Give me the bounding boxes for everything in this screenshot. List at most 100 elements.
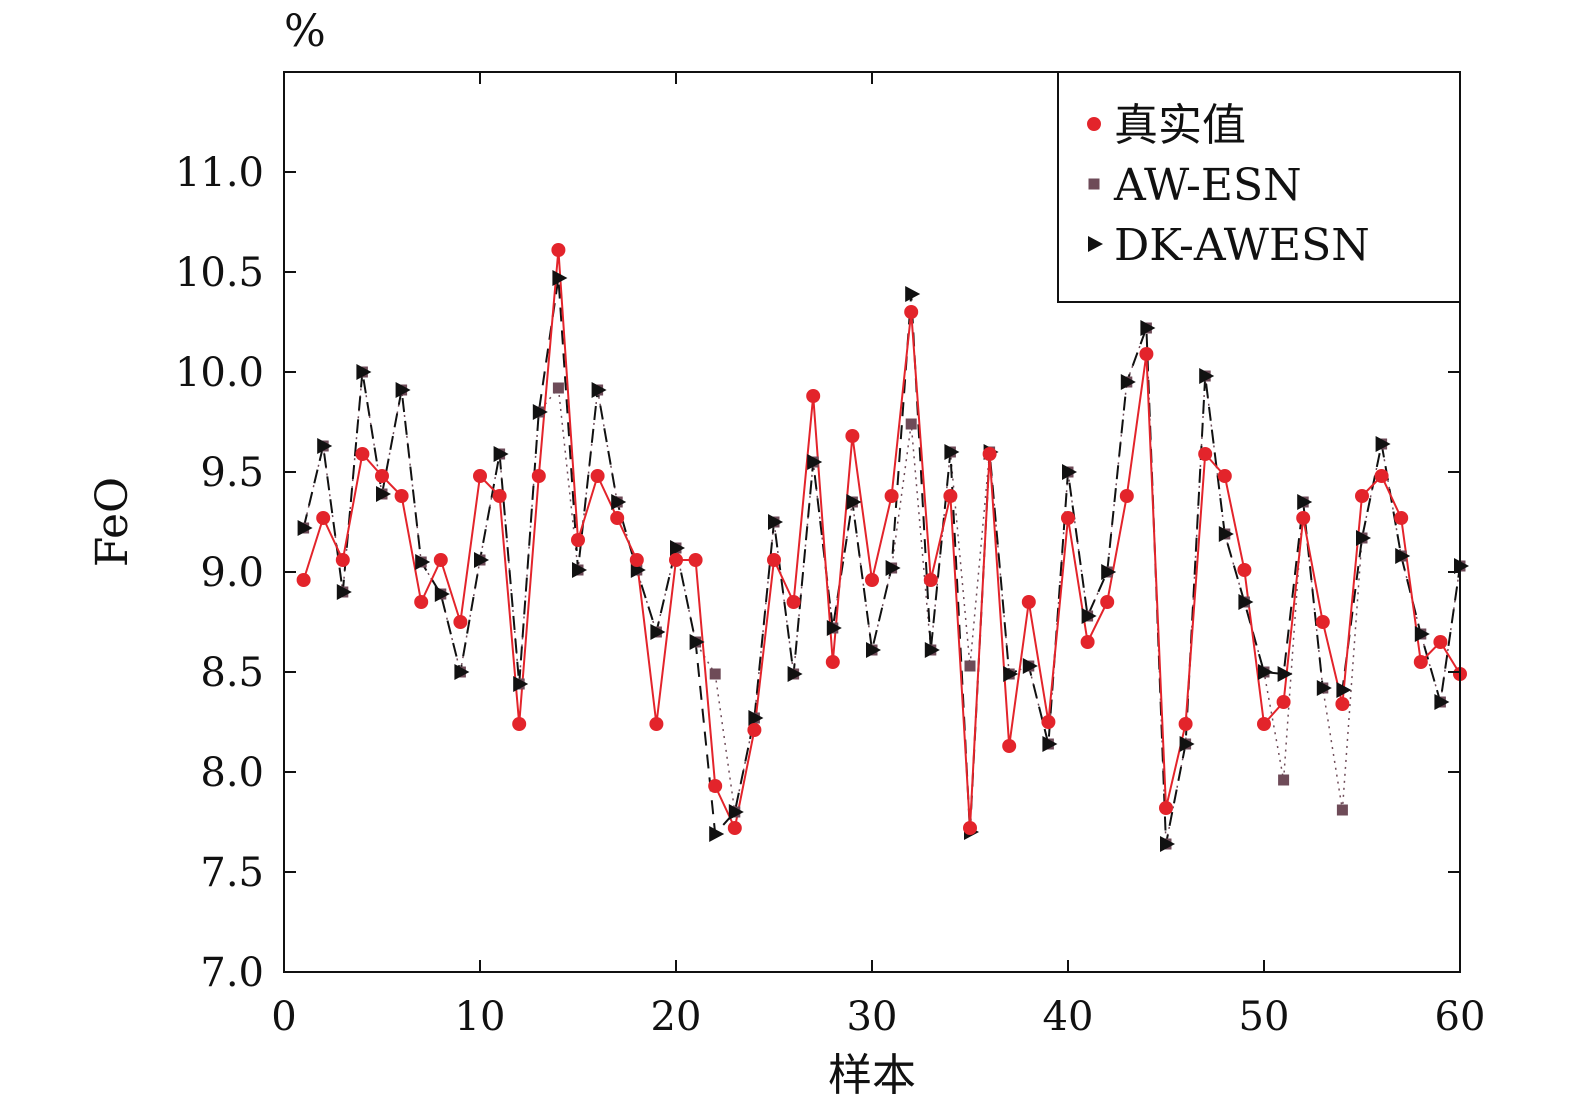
data-point-s2 [1238, 594, 1254, 610]
y-tick-label: 8.0 [200, 750, 264, 796]
data-point-s2 [1022, 658, 1038, 674]
data-point-s0 [727, 821, 742, 835]
y-tick-label: 8.5 [200, 650, 264, 696]
y-tick-label: 11.0 [175, 150, 264, 196]
data-point-s0 [982, 447, 997, 461]
data-point-s0 [1021, 595, 1036, 609]
data-point-s1 [1278, 774, 1290, 786]
y-axis-label: FeO [87, 477, 138, 567]
data-point-s2 [866, 642, 881, 658]
data-point-s0 [355, 447, 370, 461]
data-point-s0 [1061, 511, 1075, 525]
data-point-s2 [1454, 558, 1469, 574]
y-tick-label: 7.0 [200, 950, 264, 996]
data-point-s2 [591, 382, 607, 398]
data-point-s2 [356, 364, 372, 380]
data-point-s2 [1434, 694, 1450, 710]
data-point-s0 [904, 305, 919, 319]
data-point-s2 [336, 584, 352, 600]
data-point-s2 [415, 554, 431, 570]
data-point-s2 [787, 666, 803, 682]
data-point-s2 [1356, 530, 1371, 546]
data-point-s2 [1081, 608, 1097, 624]
data-point-s0 [963, 821, 977, 835]
data-point-s0 [1139, 347, 1154, 361]
x-tick-label: 50 [1239, 994, 1290, 1040]
data-point-s1 [1336, 804, 1348, 816]
data-point-s0 [629, 553, 644, 567]
data-point-s0 [884, 489, 899, 503]
x-tick-label: 10 [455, 994, 506, 1040]
data-point-s0 [1002, 739, 1017, 753]
x-tick-label: 40 [1043, 994, 1094, 1040]
data-point-s0 [1198, 447, 1213, 461]
data-point-s2 [1003, 666, 1019, 682]
data-point-s0 [1100, 595, 1115, 609]
data-point-s2 [1316, 680, 1332, 696]
data-point-s1 [552, 382, 564, 394]
data-point-s0 [649, 717, 664, 731]
data-point-s2 [1199, 368, 1215, 384]
data-point-s0 [571, 533, 585, 547]
data-point-s0 [1315, 615, 1330, 629]
data-point-s1 [709, 668, 721, 680]
data-point-s2 [493, 446, 509, 462]
legend-box [1057, 71, 1461, 303]
data-point-s2 [1414, 626, 1430, 642]
legend-label-aw-esn: AW-ESN [1113, 160, 1302, 211]
data-point-s0 [865, 573, 879, 587]
data-point-s0 [296, 573, 311, 587]
data-point-s0 [453, 615, 468, 629]
series-line-0 [302, 249, 1461, 832]
data-point-s2 [650, 624, 666, 640]
data-point-s0 [923, 573, 938, 587]
legend-label-true: 真实值 [1114, 100, 1246, 151]
series-line-2 [302, 277, 1461, 845]
data-point-s2 [474, 552, 489, 568]
legend-marker-2 [1088, 236, 1103, 252]
data-point-s0 [806, 389, 821, 403]
data-point-s0 [1080, 635, 1095, 649]
data-point-s2 [611, 494, 627, 510]
data-point-s2 [1140, 320, 1156, 336]
data-point-s2 [1297, 494, 1313, 510]
data-point-s2 [1277, 666, 1293, 682]
data-point-s0 [1178, 717, 1193, 731]
data-point-s0 [414, 595, 429, 609]
data-point-s2 [1160, 836, 1175, 852]
data-point-s0 [845, 429, 860, 443]
data-point-s2 [532, 404, 548, 420]
data-point-s2 [513, 676, 529, 692]
data-point-s0 [688, 553, 703, 567]
data-point-s0 [512, 717, 527, 731]
data-point-s2 [1179, 736, 1195, 752]
data-point-s0 [1394, 511, 1409, 525]
data-point-s2 [768, 514, 783, 530]
data-point-s0 [669, 553, 683, 567]
data-point-s0 [1374, 469, 1389, 483]
y-tick-label: 10.0 [175, 350, 264, 396]
data-point-s2 [1258, 664, 1273, 680]
data-point-s2 [1218, 526, 1234, 542]
data-point-s2 [846, 494, 862, 510]
data-point-s2 [434, 586, 450, 602]
data-point-s2 [689, 634, 705, 650]
data-point-s2 [454, 664, 470, 680]
data-point-s2 [1101, 564, 1117, 580]
y-tick-label: 7.5 [200, 850, 264, 896]
data-point-s2 [748, 710, 764, 726]
data-point-s2 [1395, 548, 1411, 564]
x-axis-label: 样本 [828, 1050, 916, 1101]
y-tick-label: 9.5 [200, 450, 264, 496]
x-axis: 0 10 20 30 40 50 60 [271, 72, 1485, 1040]
data-point-s0 [1335, 697, 1350, 711]
data-point-s1 [964, 660, 976, 672]
data-point-s2 [826, 620, 842, 636]
data-point-s2 [1336, 682, 1352, 698]
data-point-s0 [767, 553, 781, 567]
data-point-s0 [335, 553, 350, 567]
data-point-s0 [1413, 655, 1428, 669]
data-point-s0 [1296, 511, 1311, 525]
data-point-s2 [670, 540, 685, 556]
